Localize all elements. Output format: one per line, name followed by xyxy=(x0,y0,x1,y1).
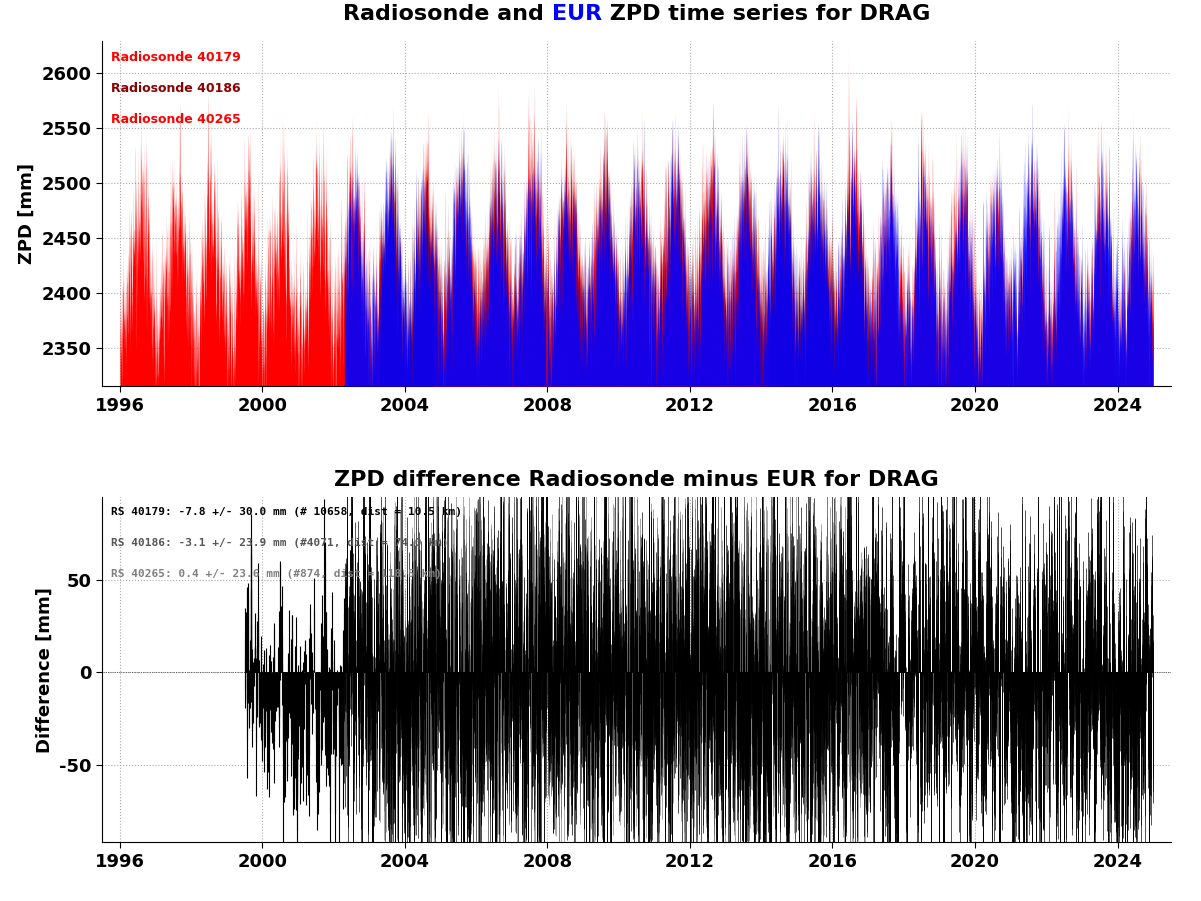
Text: Radiosonde 40179: Radiosonde 40179 xyxy=(110,51,240,64)
Y-axis label: Difference [mm]: Difference [mm] xyxy=(36,587,54,752)
Text: Radiosonde 40186: Radiosonde 40186 xyxy=(110,82,240,95)
Text: ZPD time series for DRAG: ZPD time series for DRAG xyxy=(602,5,930,24)
Text: RS 40179: -7.8 +/- 30.0 mm (# 10658, dist = 10.5 km): RS 40179: -7.8 +/- 30.0 mm (# 10658, dis… xyxy=(110,507,461,517)
Text: Radiosonde and: Radiosonde and xyxy=(343,5,551,24)
Text: RS 40265: 0.4 +/- 23.6 mm (#874, dist = 118.5 km): RS 40265: 0.4 +/- 23.6 mm (#874, dist = … xyxy=(110,569,442,579)
Text: Radiosonde 40265: Radiosonde 40265 xyxy=(110,114,240,126)
Text: RS 40186: -3.1 +/- 23.9 mm (#4071, dist = 74.0 km): RS 40186: -3.1 +/- 23.9 mm (#4071, dist … xyxy=(110,538,448,549)
Title: ZPD difference Radiosonde minus EUR for DRAG: ZPD difference Radiosonde minus EUR for … xyxy=(334,469,939,489)
Y-axis label: ZPD [mm]: ZPD [mm] xyxy=(18,163,36,264)
Text: EUR: EUR xyxy=(551,5,602,24)
